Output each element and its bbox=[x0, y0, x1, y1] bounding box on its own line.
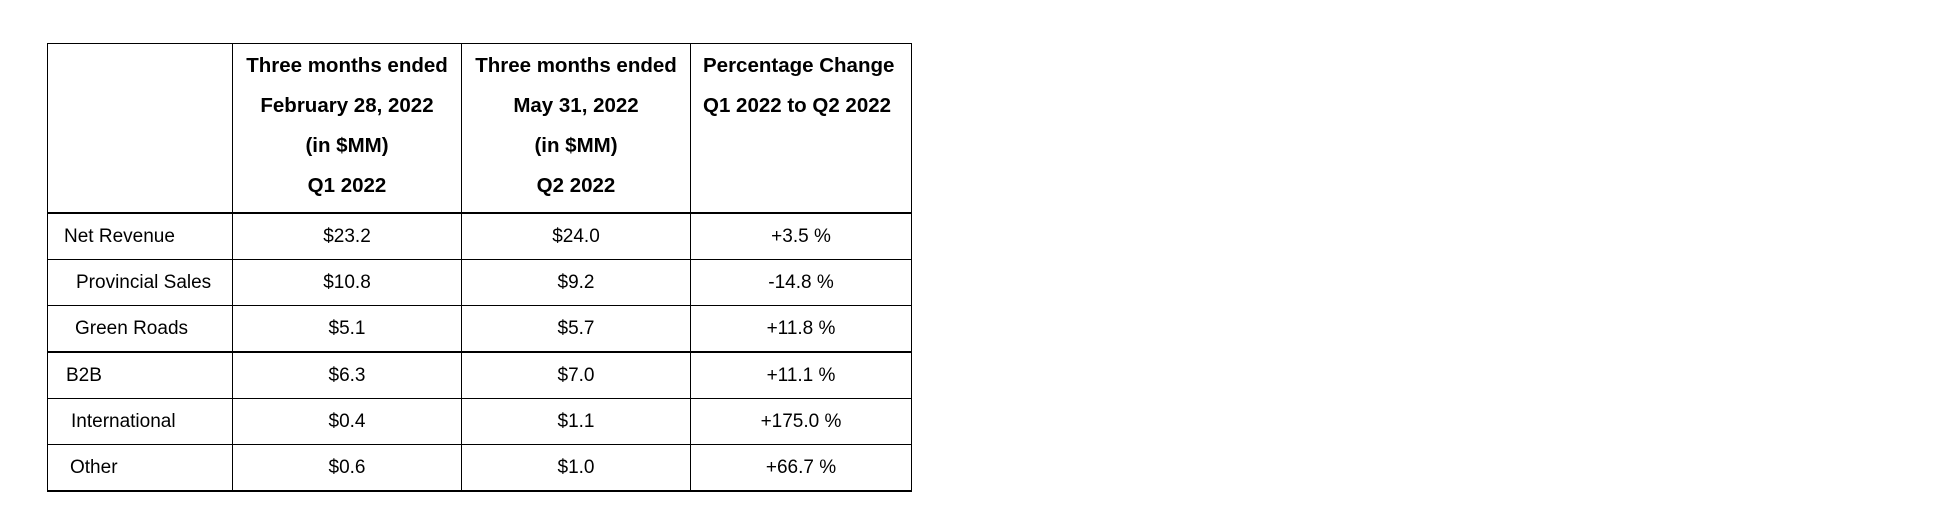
q1-value: $0.4 bbox=[232, 398, 462, 445]
q2-header-line-1: Three months ended bbox=[475, 54, 677, 77]
financial-table: Three months ended February 28, 2022 (in… bbox=[47, 43, 912, 492]
row-label: Net Revenue bbox=[47, 212, 233, 260]
q1-value: $23.2 bbox=[232, 212, 462, 260]
pct-value: +11.8 % bbox=[690, 305, 912, 353]
q2-header-line-4: Q2 2022 bbox=[536, 174, 616, 197]
pct-header-line-1: Percentage Change bbox=[703, 54, 895, 77]
table-row-international: International $0.4 $1.1 +175.0 % bbox=[47, 398, 912, 445]
table-row-net-revenue: Net Revenue $23.2 $24.0 +3.5 % bbox=[47, 212, 912, 260]
q1-value: $5.1 bbox=[232, 305, 462, 353]
q2-value: $1.0 bbox=[461, 444, 691, 492]
q2-value: $5.7 bbox=[461, 305, 691, 353]
q1-value: $10.8 bbox=[232, 259, 462, 306]
row-label: B2B bbox=[47, 351, 233, 399]
q2-value: $1.1 bbox=[461, 398, 691, 445]
q2-header-line-2: May 31, 2022 bbox=[513, 94, 639, 117]
table-row-green-roads: Green Roads $5.1 $5.7 +11.8 % bbox=[47, 305, 912, 353]
table-row-b2b: B2B $6.3 $7.0 +11.1 % bbox=[47, 351, 912, 399]
q2-header-line-3: (in $MM) bbox=[534, 134, 618, 157]
q1-header-line-3: (in $MM) bbox=[305, 134, 389, 157]
pct-value: +66.7 % bbox=[690, 444, 912, 492]
q1-header-line-1: Three months ended bbox=[246, 54, 448, 77]
q2-value: $24.0 bbox=[461, 212, 691, 260]
row-label: Other bbox=[47, 444, 233, 492]
q1-column-header: Three months ended February 28, 2022 (in… bbox=[232, 43, 462, 214]
q1-header-line-2: February 28, 2022 bbox=[260, 94, 434, 117]
q1-value: $0.6 bbox=[232, 444, 462, 492]
pct-header-line-2: Q1 2022 to Q2 2022 bbox=[703, 94, 892, 117]
table-row-provincial-sales: Provincial Sales $10.8 $9.2 -14.8 % bbox=[47, 259, 912, 306]
percentage-change-column-header: Percentage Change Q1 2022 to Q2 2022 bbox=[690, 43, 912, 214]
corner-cell bbox=[47, 43, 233, 214]
table-row-other: Other $0.6 $1.0 +66.7 % bbox=[47, 444, 912, 492]
pct-value: +11.1 % bbox=[690, 351, 912, 399]
pct-value: +175.0 % bbox=[690, 398, 912, 445]
q1-header-line-4: Q1 2022 bbox=[307, 174, 387, 197]
row-label: Provincial Sales bbox=[47, 259, 233, 306]
q2-value: $9.2 bbox=[461, 259, 691, 306]
header-row: Three months ended February 28, 2022 (in… bbox=[47, 43, 912, 214]
q1-value: $6.3 bbox=[232, 351, 462, 399]
pct-value: -14.8 % bbox=[690, 259, 912, 306]
row-label: Green Roads bbox=[47, 305, 233, 353]
q2-value: $7.0 bbox=[461, 351, 691, 399]
row-label: International bbox=[47, 398, 233, 445]
pct-value: +3.5 % bbox=[690, 212, 912, 260]
q2-column-header: Three months ended May 31, 2022 (in $MM)… bbox=[461, 43, 691, 214]
